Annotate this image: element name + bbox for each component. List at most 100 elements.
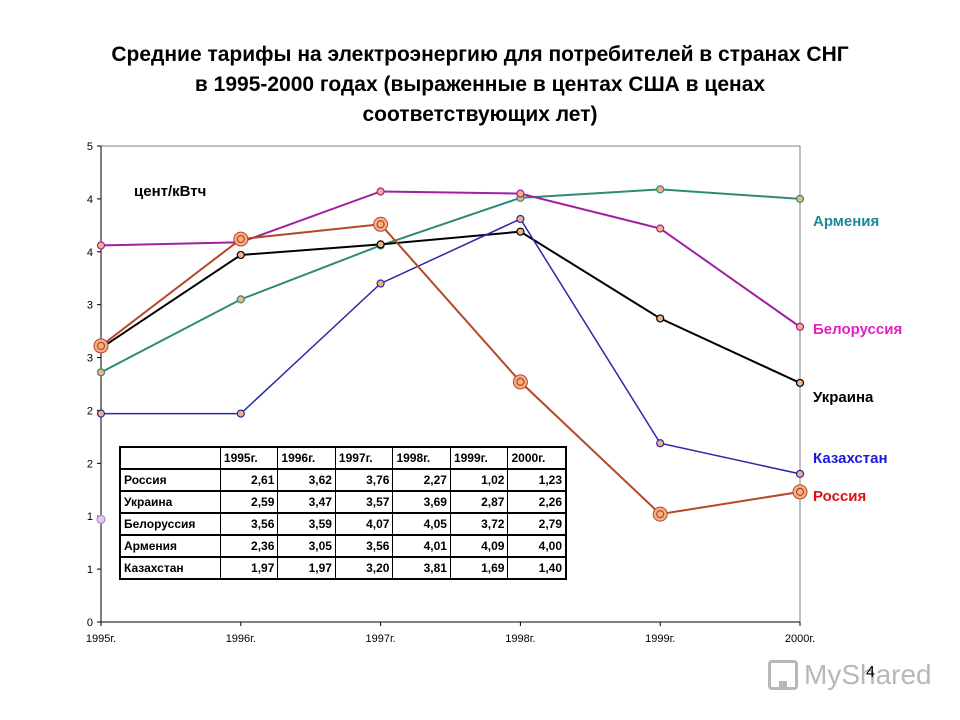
data-point bbox=[96, 514, 106, 524]
data-point bbox=[656, 510, 665, 519]
data-point bbox=[376, 240, 385, 249]
table-cell: 3,57 bbox=[334, 490, 394, 514]
x-tick-label: 1996г. bbox=[226, 633, 256, 645]
title-line-2: в 1995-2000 годах (выраженные в центах С… bbox=[194, 73, 766, 96]
data-point bbox=[795, 469, 805, 479]
table-cell: 3,69 bbox=[392, 490, 451, 514]
table-cell: 1,97 bbox=[277, 556, 336, 580]
data-point bbox=[236, 295, 245, 304]
table-cell: 1,40 bbox=[507, 556, 567, 580]
table-cell: 1,23 bbox=[507, 468, 567, 492]
data-point bbox=[96, 341, 106, 351]
data-point bbox=[376, 279, 385, 288]
table-cell: 3,56 bbox=[219, 512, 279, 536]
table-cell: 4,09 bbox=[449, 534, 509, 558]
data-point bbox=[656, 185, 665, 194]
data-point bbox=[795, 378, 805, 388]
title-line-3: соответствующих лет) bbox=[362, 103, 598, 126]
series-line bbox=[100, 190, 801, 328]
watermark-logo: MyShared bbox=[768, 655, 932, 695]
y-tick-label: 1 bbox=[87, 564, 93, 576]
watermark-text: MyShared bbox=[804, 659, 932, 690]
table-row: Россия 2,61 3,62 3,76 2,27 1,02 1,23 bbox=[119, 468, 567, 492]
table-cell: 2,36 bbox=[219, 534, 279, 558]
y-tick-label: 2 bbox=[87, 405, 93, 417]
data-point bbox=[656, 314, 665, 323]
series-line bbox=[100, 223, 801, 516]
table-cell: 3,56 bbox=[334, 534, 394, 558]
chart-title: Средние тарифы на электроэнергию для пот… bbox=[110, 40, 850, 130]
table-cell: 3,59 bbox=[277, 512, 336, 536]
table-cell: 2,26 bbox=[507, 490, 567, 514]
data-point bbox=[96, 241, 106, 250]
table-cell: 3,81 bbox=[392, 556, 451, 580]
table-cell: 3,20 bbox=[334, 556, 394, 580]
x-tick-label: 1995г. bbox=[86, 633, 116, 645]
table-header-cell: 1997г. bbox=[334, 447, 394, 470]
data-point bbox=[656, 224, 665, 233]
table-row: Армения 2,36 3,05 3,56 4,01 4,09 4,00 bbox=[119, 534, 567, 558]
x-tick-label: 1997г. bbox=[365, 633, 395, 645]
series-line bbox=[100, 230, 801, 384]
table-cell: 4,05 bbox=[392, 512, 451, 536]
x-tick-label: 2000г. bbox=[785, 633, 815, 645]
x-tick-label: 1999г. bbox=[645, 633, 675, 645]
table-cell: 3,62 bbox=[277, 468, 336, 492]
series-label: Казахстан bbox=[813, 450, 888, 467]
series-label: Белоруссия bbox=[813, 321, 902, 338]
y-tick-label: 5 bbox=[87, 141, 93, 153]
data-point bbox=[96, 368, 106, 377]
data-point bbox=[795, 322, 805, 331]
table-row-name: Украина bbox=[119, 490, 221, 514]
data-table: 1995г. 1996г. 1997г. 1998г. 1999г. 2000г. Росс… bbox=[119, 446, 567, 580]
table-row-name: Армения bbox=[119, 534, 221, 558]
table-header-row: 1995г. 1996г. 1997г. 1998г. 1999г. 2000г. bbox=[120, 447, 567, 470]
table-corner-cell bbox=[120, 447, 221, 470]
series-label: Украина bbox=[813, 389, 874, 406]
table-cell: 4,07 bbox=[334, 512, 394, 536]
x-tick-label: 1998г. bbox=[505, 633, 535, 645]
data-point bbox=[236, 250, 245, 260]
table-header-cell: 1995г. bbox=[219, 447, 279, 470]
y-tick-label: 0 bbox=[87, 617, 93, 629]
series-Россия bbox=[93, 216, 808, 522]
series-Белоруссия bbox=[96, 187, 805, 331]
series-label: Армения bbox=[813, 213, 879, 230]
table-row: Украина 2,59 3,47 3,57 3,69 2,87 2,26 bbox=[119, 490, 567, 514]
y-tick-label: 4 bbox=[87, 247, 93, 259]
series-label: Россия bbox=[813, 488, 866, 505]
table-header-cell: 1998г. bbox=[392, 447, 451, 470]
table-cell: 3,76 bbox=[334, 468, 394, 492]
table-cell: 4,01 bbox=[392, 534, 451, 558]
table-row-name: Россия bbox=[119, 468, 221, 492]
data-point bbox=[236, 409, 245, 418]
series-layer bbox=[93, 185, 808, 524]
y-tick-label: 4 bbox=[87, 194, 93, 206]
table-row-name: Белоруссия bbox=[119, 512, 221, 536]
table-cell: 2,61 bbox=[219, 468, 279, 492]
data-point bbox=[795, 194, 805, 203]
unit-label: цент/кВтч bbox=[134, 183, 206, 200]
series-line bbox=[100, 188, 801, 374]
data-point bbox=[96, 409, 106, 418]
table-cell: 2,87 bbox=[449, 490, 509, 514]
series-labels-layer: Армения Белоруссия Украина Казахстан Россия bbox=[813, 213, 902, 505]
y-tick-label: 1 bbox=[87, 511, 93, 523]
data-point bbox=[516, 377, 525, 386]
data-point bbox=[516, 227, 525, 236]
table-header-cell: 1999г. bbox=[449, 447, 509, 470]
title-line-1: Средние тарифы на электроэнергию для пот… bbox=[111, 43, 849, 66]
data-point bbox=[376, 187, 385, 196]
page-number: 4 bbox=[866, 664, 875, 681]
data-point bbox=[236, 234, 245, 244]
data-point bbox=[795, 487, 805, 496]
series-line bbox=[101, 218, 801, 475]
table-cell: 3,05 bbox=[277, 534, 336, 558]
series-Казахстан bbox=[96, 214, 805, 479]
y-tick-label: 3 bbox=[87, 353, 93, 365]
y-tick-label: 2 bbox=[87, 458, 93, 470]
table-cell: 1,69 bbox=[449, 556, 509, 580]
table-cell: 2,59 bbox=[219, 490, 279, 514]
table-header-cell: 1996г. bbox=[277, 447, 336, 470]
